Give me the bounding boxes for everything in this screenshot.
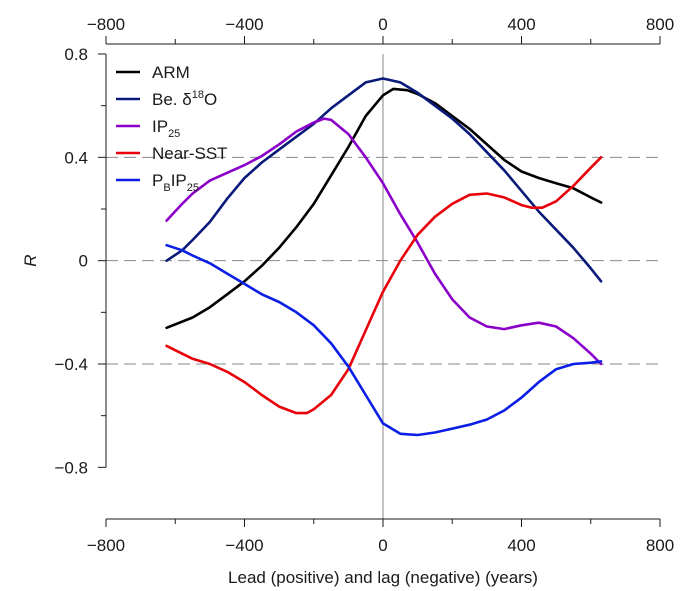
y-tick-label: 0 <box>79 252 88 271</box>
series-line-0 <box>165 87 603 330</box>
y-tick-label: 0.4 <box>64 148 88 167</box>
legend-label-1: Be. δ18O <box>152 89 217 109</box>
x-axis-title: Lead (positive) and lag (negative) (year… <box>228 568 538 587</box>
legend-label-part: IP <box>171 171 187 190</box>
series-line-3 <box>165 156 603 415</box>
legend-label-part: O <box>204 90 217 109</box>
x-tick-label: 0 <box>378 536 387 555</box>
y-axis-left: 0.8 0.4 0 −0.4 −0.8 <box>54 45 107 477</box>
legend-label-part: P <box>152 171 163 190</box>
legend-label-sub: 25 <box>187 182 199 194</box>
series-line-1 <box>165 77 603 283</box>
legend-label-0: ARM <box>152 63 190 82</box>
legend-label-2: IP25 <box>152 117 180 140</box>
x-tick-label: 400 <box>507 536 535 555</box>
legend-label-sup: 18 <box>192 89 204 101</box>
x-axis-top: −800 −400 0 400 800 <box>87 15 674 45</box>
x-axis-bottom: −800 −400 0 400 800 <box>87 518 674 555</box>
series-lines <box>165 77 603 437</box>
y-axis-title: R <box>21 255 40 267</box>
top-tick-label: 800 <box>646 15 674 34</box>
legend-label-part: Be. δ <box>152 90 192 109</box>
series-line-4 <box>165 243 603 437</box>
reference-lines <box>106 54 660 519</box>
legend-label-part: IP <box>152 117 168 136</box>
x-tick-label: −400 <box>225 536 263 555</box>
legend-label-sub: B <box>163 182 170 194</box>
top-tick-label: 0 <box>378 15 387 34</box>
y-tick-label: −0.4 <box>54 355 88 374</box>
series-line-2 <box>165 117 603 366</box>
legend-label-part: Near-SST <box>152 144 228 163</box>
legend-label-3: Near-SST <box>152 144 228 163</box>
y-tick-label: 0.8 <box>64 45 88 64</box>
legend-label-4: PBIP25 <box>152 171 199 194</box>
legend-label-part: ARM <box>152 63 190 82</box>
top-tick-label: −800 <box>87 15 125 34</box>
y-tick-label: −0.8 <box>54 458 88 477</box>
x-tick-label: 800 <box>646 536 674 555</box>
x-tick-label: −800 <box>87 536 125 555</box>
legend-label-sub: 25 <box>168 128 180 140</box>
top-tick-label: 400 <box>507 15 535 34</box>
top-tick-label: −400 <box>225 15 263 34</box>
